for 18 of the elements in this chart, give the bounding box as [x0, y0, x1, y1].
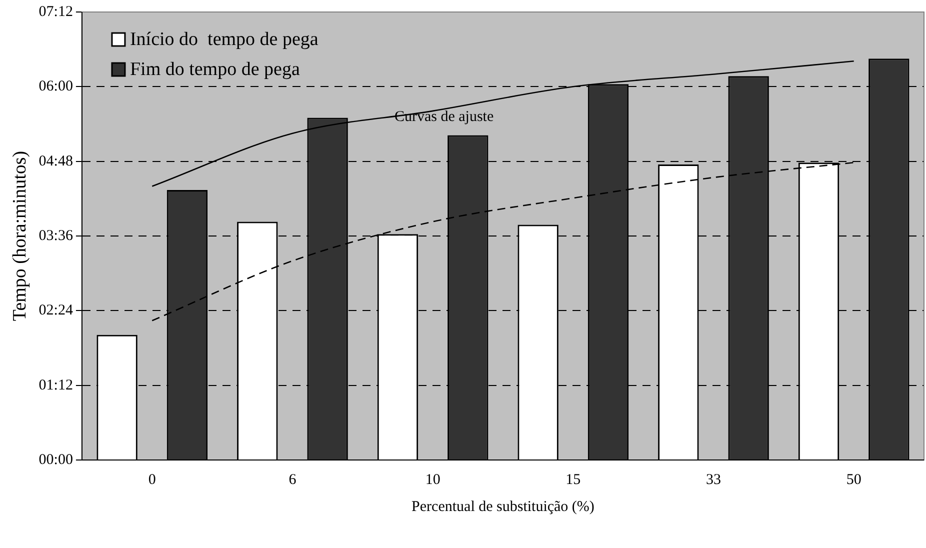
y-tick-label: 01:12	[38, 377, 73, 394]
y-tick-label: 07:12	[38, 4, 73, 20]
y-axis-title: Tempo (hora:minutos)	[9, 150, 30, 322]
y-tick-label: 03:36	[38, 228, 74, 244]
x-tick-label: 10	[425, 472, 440, 488]
x-tick-label: 50	[846, 472, 862, 488]
legend-label: Início do tempo de pega	[130, 28, 319, 50]
y-tick-label: 04:48	[38, 153, 73, 170]
y-tick-label: 02:24	[38, 302, 74, 319]
x-axis-title: Percentual de substituição (%)	[412, 498, 594, 515]
y-tick-label: 00:00	[38, 452, 73, 468]
y-tick-label: 06:00	[38, 78, 73, 95]
x-tick-label: 0	[148, 472, 156, 488]
x-tick-label: 15	[566, 472, 581, 488]
x-tick-label: 33	[706, 472, 721, 488]
annotation: Curvas de ajuste	[394, 109, 494, 126]
legend-label: Fim do tempo de pega	[130, 58, 300, 80]
x-tick-label: 6	[288, 472, 297, 488]
